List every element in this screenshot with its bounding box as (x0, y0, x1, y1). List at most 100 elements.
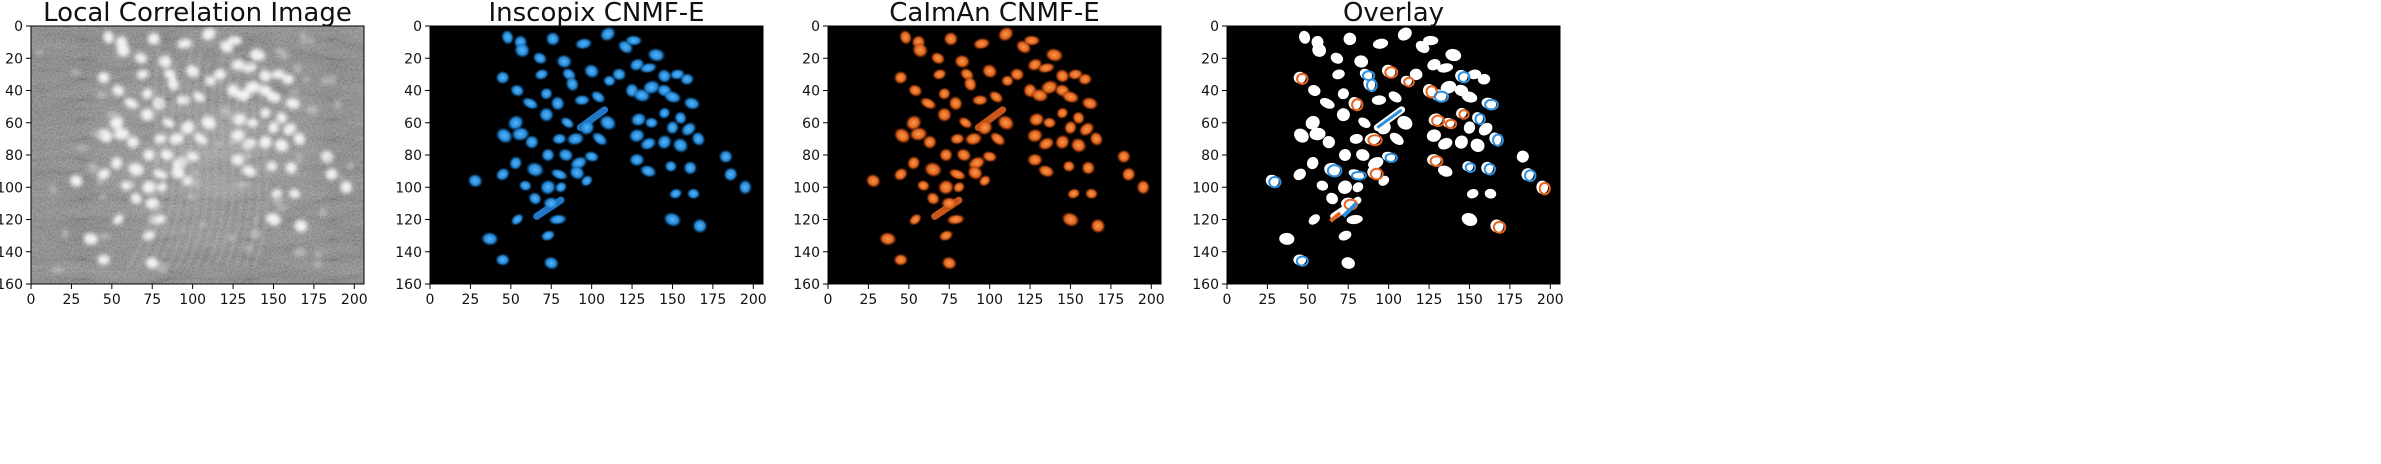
orange-only-streak (1329, 211, 1342, 223)
neuron-footprint (583, 63, 600, 79)
neuron-blob (293, 132, 306, 145)
neuron-footprint (565, 76, 580, 92)
neuron-blob (111, 157, 123, 169)
neuron-footprint (1279, 232, 1295, 245)
neuron-footprint (1090, 218, 1106, 234)
x-tick-label: 75 (940, 292, 958, 308)
x-tick-label: 175 (301, 292, 328, 308)
x-tick-label: 0 (824, 292, 833, 308)
faint-blob (320, 76, 333, 85)
neuron-footprint (672, 137, 689, 154)
faint-blob (244, 244, 254, 252)
y-tick-label: 40 (5, 84, 23, 100)
neuron-footprint (1299, 30, 1311, 44)
y-tick-label: 160 (793, 277, 820, 293)
x-tick-label: 100 (976, 292, 1003, 308)
neuron-blob (194, 133, 208, 145)
mismatch-rim (1351, 170, 1367, 181)
y-tick-label: 140 (793, 245, 820, 261)
neuron-blob (231, 59, 245, 71)
neuron-footprint (646, 47, 666, 63)
neuron-footprint (1009, 67, 1025, 82)
mismatch-rim (1483, 162, 1496, 176)
neuron-footprint (941, 256, 958, 271)
neuron-footprint (966, 165, 984, 181)
y-tick-label: 160 (395, 277, 422, 293)
neuron-footprint (674, 110, 688, 125)
neuron-footprint (1054, 134, 1071, 150)
mismatch-rim (1433, 90, 1450, 103)
neuron-footprint (1042, 116, 1057, 129)
neuron-footprint (1339, 149, 1351, 161)
x-tick-label: 125 (619, 292, 646, 308)
faint-blob (128, 179, 136, 188)
neuron-footprint (1477, 73, 1491, 85)
neuron-blob (142, 88, 153, 99)
neuron-blob (260, 108, 271, 118)
neuron-footprint (1343, 32, 1357, 46)
neuron-footprint (1028, 112, 1045, 127)
y-tick-label: 100 (793, 180, 820, 196)
x-tick-label: 150 (260, 292, 287, 308)
neuron-blob (97, 254, 110, 265)
neuron-footprint (691, 131, 706, 147)
neuron-footprint (1116, 149, 1132, 164)
y-tick-label: 80 (404, 148, 422, 164)
faint-blob (280, 49, 289, 61)
x-tick-label: 50 (900, 292, 918, 308)
x-tick-label: 25 (62, 292, 80, 308)
neuron-footprint (937, 179, 955, 196)
neuron-footprint (665, 120, 680, 135)
neuron-footprint (540, 229, 556, 242)
neuron-footprint (1330, 52, 1344, 64)
neuron-footprint (495, 127, 514, 145)
x-tick-label: 0 (1223, 292, 1232, 308)
neuron-footprint (599, 26, 617, 42)
y-tick-label: 20 (802, 51, 820, 67)
neuron-blob (289, 189, 300, 199)
neuron-footprint (686, 187, 701, 200)
neuron-footprint (1319, 98, 1335, 109)
neuron-footprint (1136, 179, 1151, 196)
neuron-footprint (1427, 59, 1441, 71)
neuron-footprint (1358, 117, 1371, 128)
neuron-footprint (1426, 129, 1441, 142)
x-tick-label: 200 (1537, 292, 1564, 308)
neuron-blob (112, 214, 124, 225)
neuron-blob (177, 38, 192, 49)
faint-blob (35, 49, 44, 56)
neuron-footprint (495, 253, 511, 267)
neuron-footprint (1346, 214, 1363, 225)
neuron-blob (143, 149, 155, 161)
neuron-footprint (1356, 149, 1370, 161)
neuron-footprint (1338, 230, 1352, 241)
neuron-blob (245, 81, 260, 94)
neuron-footprint (948, 168, 967, 181)
y-tick-label: 60 (404, 116, 422, 132)
faint-blob (329, 74, 337, 86)
faint-blob (70, 69, 82, 75)
neuron-footprint (630, 112, 647, 127)
neuron-footprint (988, 90, 1004, 104)
panel-title: Inscopix CNMF-E (488, 0, 704, 28)
neuron-footprint (1437, 165, 1453, 177)
neuron-blob (266, 213, 281, 226)
faint-blob (273, 195, 283, 205)
neuron-footprint (1037, 136, 1055, 151)
y-tick-label: 80 (1201, 148, 1219, 164)
neuron-blob (259, 135, 272, 149)
faint-blob (235, 181, 249, 188)
neuron-footprint (518, 179, 533, 192)
neuron-blob (259, 70, 272, 82)
faint-blob (303, 76, 311, 83)
neuron-footprint (568, 165, 586, 181)
neuron-footprint (878, 231, 897, 246)
neuron-footprint (628, 128, 646, 144)
neuron-blob (164, 69, 176, 80)
neuron-blob (193, 91, 206, 103)
neuron-blob (266, 161, 278, 172)
neuron-footprint (658, 106, 671, 120)
neuron-blob (285, 162, 297, 174)
neuron-footprint (1478, 122, 1493, 136)
